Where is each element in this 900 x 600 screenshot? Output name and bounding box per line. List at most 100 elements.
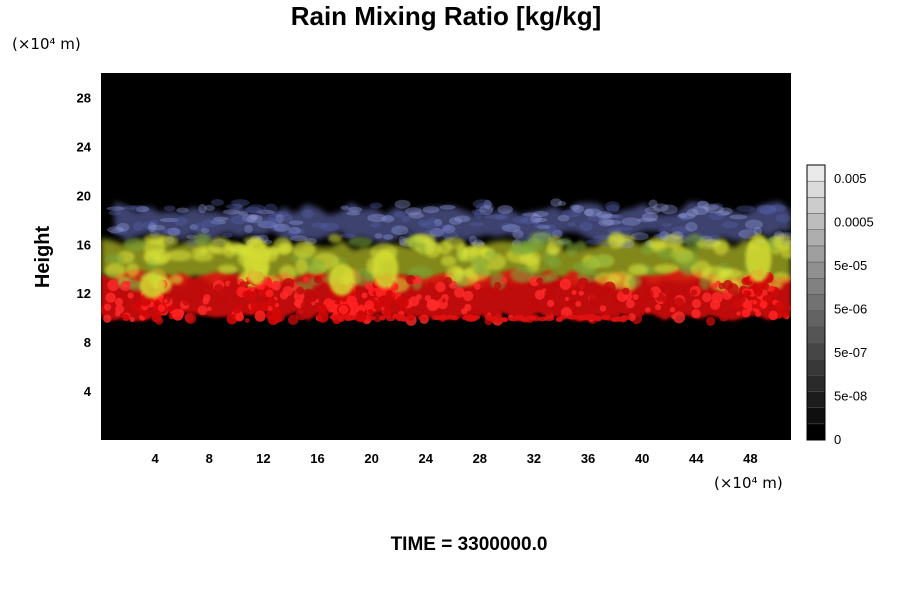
cloud-top-cell: [606, 204, 620, 213]
convective-tower-cell: [258, 283, 265, 290]
x-unit-label: (×10⁴ m): [714, 474, 783, 492]
cloud-top-cell: [718, 207, 733, 215]
colorbar-tick-label: 5e-06: [834, 302, 867, 317]
cloud-top-cell: [483, 213, 493, 219]
low-value-cell: [719, 312, 729, 322]
mid-value-cell: [153, 254, 168, 264]
cloud-top-cell: [501, 224, 521, 233]
cloud-top-cell: [579, 221, 593, 232]
cloud-top-cell: [685, 221, 698, 232]
convective-tower-cell: [151, 312, 162, 323]
cloud-top-cell: [427, 217, 438, 224]
cloud-top-cell: [474, 209, 484, 219]
x-tick-label: 4: [152, 451, 160, 466]
low-value-cell: [182, 297, 191, 306]
x-tick-label: 48: [743, 451, 757, 466]
colorbar-segment: [806, 277, 826, 295]
cloud-top-cell: [520, 216, 540, 225]
low-value-cell: [107, 279, 119, 292]
cloud-top-cell: [572, 204, 584, 213]
low-value-cell: [528, 300, 540, 312]
convective-tower-cell: [375, 286, 386, 297]
colorbar-segment: [806, 229, 826, 247]
low-value-cell: [115, 311, 121, 317]
y-tick-label: 16: [77, 237, 91, 252]
cloud-top-cell: [186, 234, 198, 240]
mid-value-cell: [701, 266, 728, 282]
cloud-top-cell: [621, 217, 641, 226]
convective-tower-cell: [768, 285, 775, 292]
x-tick-label: 12: [256, 451, 270, 466]
low-value-cell: [495, 317, 508, 323]
colorbar-tick-label: 0: [834, 432, 841, 447]
low-value-cell: [373, 313, 382, 323]
low-value-cell: [706, 316, 716, 326]
cloud-top-cell: [367, 213, 387, 223]
colorbar-segment: [806, 310, 826, 328]
mid-value-cell: [773, 233, 791, 251]
cloud-top-cell: [521, 212, 539, 217]
low-value-cell: [575, 300, 582, 307]
cloud-top-cell: [106, 226, 124, 234]
cloud-top-cell: [174, 216, 188, 227]
low-value-cell: [122, 293, 129, 301]
cloud-top-cell: [189, 224, 198, 230]
cloud-top-cell: [225, 203, 243, 210]
convective-tower-cell: [755, 310, 762, 317]
convective-tower-top: [243, 237, 270, 285]
cloud-top-cell: [557, 201, 567, 206]
cloud-top-cell: [680, 214, 690, 222]
cloud-top-cell: [567, 221, 576, 227]
low-value-cell: [599, 305, 607, 312]
cloud-top-cell: [708, 211, 725, 221]
low-value-cell: [287, 314, 299, 326]
low-value-cell: [244, 318, 250, 324]
low-value-cell: [454, 287, 465, 298]
cloud-top-cell: [756, 204, 776, 214]
x-tick-label: 36: [581, 451, 595, 466]
low-value-cell: [691, 298, 702, 309]
low-value-cell: [525, 304, 530, 310]
low-value-cell: [400, 317, 408, 323]
convective-tower-cell: [346, 295, 357, 307]
colorbar-tick-label: 5e-05: [834, 258, 867, 273]
cloud-top-cell: [106, 206, 125, 211]
cloud-top-cell: [142, 221, 158, 230]
convective-tower-cell: [385, 290, 394, 298]
cloud-top-cell: [204, 204, 216, 211]
low-value-cell: [537, 316, 548, 322]
cloud-top-cell: [417, 219, 430, 226]
low-value-cell: [526, 315, 535, 321]
colorbar-segment: [806, 326, 826, 344]
low-value-cell: [571, 289, 577, 296]
cloud-top-cell: [495, 214, 506, 221]
cloud-top-cell: [704, 204, 724, 214]
low-value-cell: [601, 315, 611, 321]
cloud-top-cell: [301, 209, 314, 219]
low-value-cell: [604, 299, 609, 304]
convective-tower-cell: [167, 305, 174, 312]
y-axis-label: Height: [32, 226, 54, 289]
mid-value-cell: [607, 231, 625, 249]
low-value-cell: [270, 280, 281, 291]
low-value-cell: [344, 316, 353, 322]
cloud-top-cell: [715, 210, 730, 217]
mid-value-cell: [169, 274, 183, 285]
low-value-cell: [197, 305, 208, 316]
convective-tower-top: [328, 263, 355, 296]
cloud-top-cell: [222, 232, 233, 238]
cloud-top-cell: [230, 215, 248, 225]
cloud-top-cell: [500, 222, 517, 230]
low-value-cell: [681, 290, 687, 296]
mid-value-cell: [653, 263, 680, 274]
low-value-cell: [105, 292, 116, 303]
cloud-top-cell: [249, 214, 259, 220]
low-value-cell: [544, 288, 555, 299]
low-value-cell: [625, 299, 635, 309]
convective-tower-cell: [741, 308, 751, 318]
cloud-top-cell: [130, 205, 149, 212]
cloud-top-cell: [534, 217, 548, 223]
low-value-cell: [577, 277, 589, 289]
cloud-top-cell: [697, 200, 710, 209]
cloud-top-cell: [483, 199, 492, 210]
